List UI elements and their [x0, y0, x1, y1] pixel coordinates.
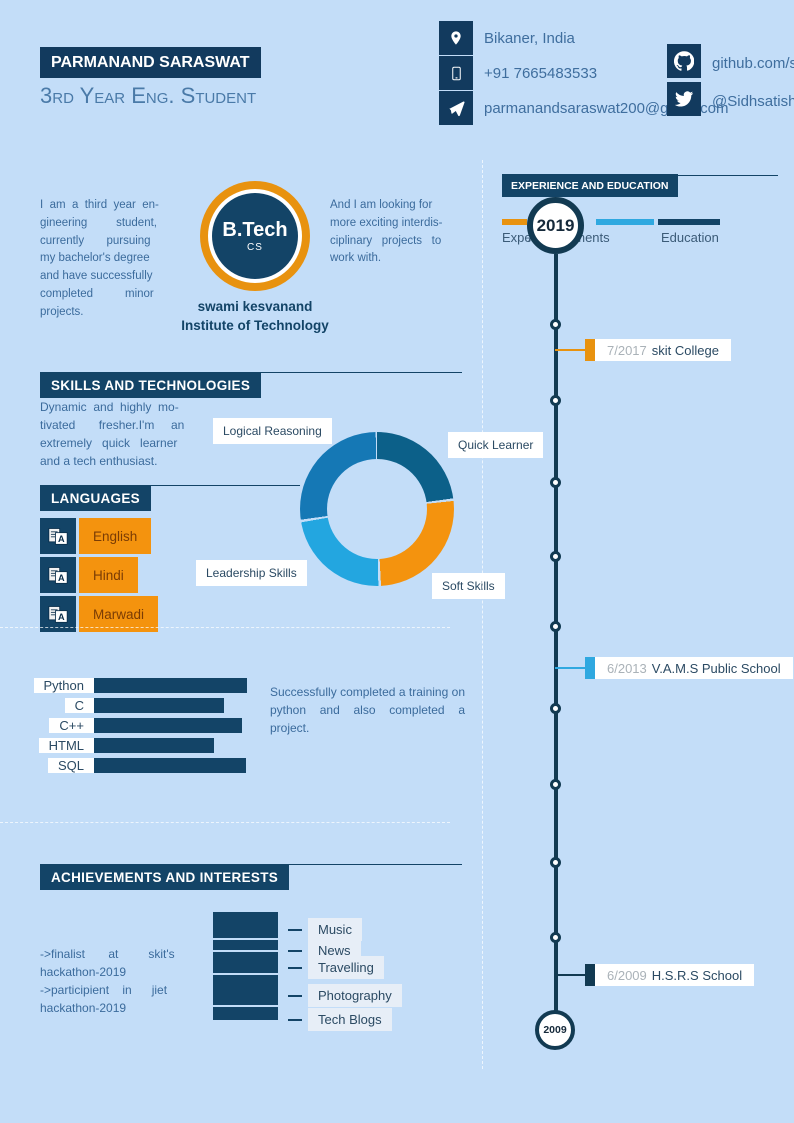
svg-text:A: A: [58, 573, 65, 583]
svg-text:A: A: [58, 612, 65, 622]
svg-text:A: A: [58, 534, 65, 544]
